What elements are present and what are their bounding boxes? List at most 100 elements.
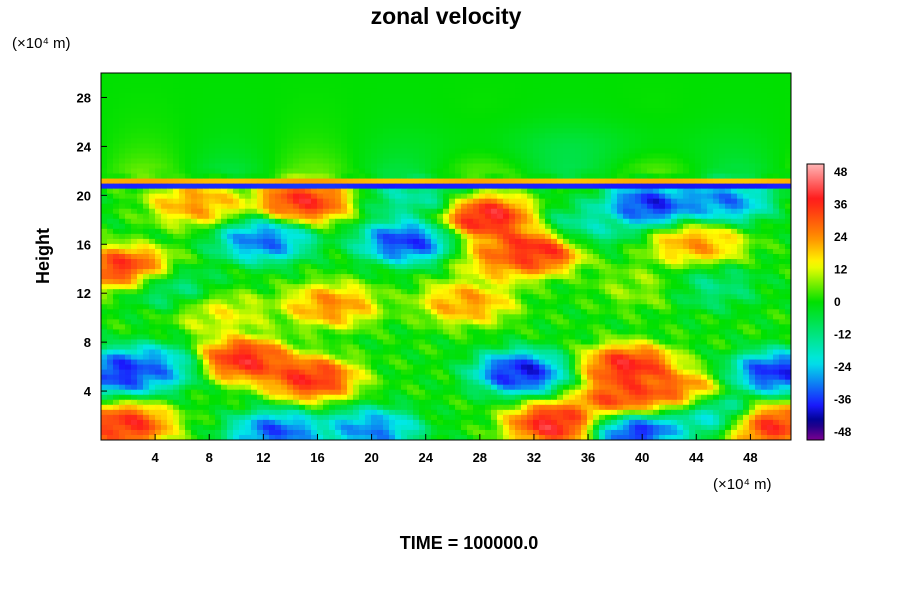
field-cell <box>695 103 702 109</box>
field-cell <box>707 233 714 240</box>
field-cell <box>335 128 342 134</box>
field-cell <box>701 93 708 99</box>
field-cell <box>335 113 342 119</box>
field-cell <box>599 208 606 215</box>
field-cell <box>341 233 348 240</box>
field-cell <box>227 98 234 104</box>
field-cell <box>533 73 540 79</box>
field-cell <box>209 253 216 260</box>
field-cell <box>173 133 180 139</box>
field-cell <box>329 248 336 255</box>
field-cell <box>461 88 468 94</box>
field-cell <box>767 173 774 180</box>
field-cell <box>593 128 600 134</box>
field-cell <box>413 183 420 190</box>
field-cell <box>689 284 696 290</box>
field-cell <box>785 88 791 94</box>
field-cell <box>137 78 144 84</box>
field-cell <box>365 228 372 235</box>
field-cell <box>641 198 648 205</box>
field-cell <box>401 78 408 84</box>
field-cell <box>683 103 690 109</box>
field-cell <box>575 178 582 185</box>
field-cell <box>617 73 624 79</box>
field-cell <box>551 279 558 285</box>
field-cell <box>503 108 510 114</box>
field-cell <box>413 103 420 109</box>
field-cell <box>509 158 516 165</box>
field-cell <box>131 183 138 190</box>
field-cell <box>449 284 456 290</box>
field-cell <box>407 279 414 285</box>
field-cell <box>569 274 576 280</box>
field-cell <box>557 153 564 160</box>
field-cell <box>737 168 744 175</box>
field-cell <box>575 138 582 144</box>
field-cell <box>113 289 120 295</box>
field-cell <box>659 188 666 195</box>
field-cell <box>485 153 492 160</box>
field-cell <box>779 248 786 255</box>
field-cell <box>401 138 408 144</box>
field-cell <box>719 269 726 275</box>
field-cell <box>611 153 618 160</box>
field-cell <box>347 143 354 150</box>
field-cell <box>617 158 624 165</box>
field-cell <box>281 208 288 215</box>
field-cell <box>497 233 504 240</box>
field-cell <box>317 238 324 245</box>
field-cell <box>719 83 726 89</box>
field-cell <box>719 193 726 200</box>
field-cell <box>707 163 714 170</box>
field-cell <box>485 143 492 150</box>
field-cell <box>719 143 726 150</box>
field-cell <box>215 93 222 99</box>
field-cell <box>155 138 162 144</box>
field-cell <box>575 133 582 139</box>
field-cell <box>587 193 594 200</box>
field-cell <box>455 253 462 260</box>
field-cell <box>683 248 690 255</box>
field-cell <box>617 198 624 205</box>
field-cell <box>503 73 510 79</box>
field-cell <box>239 213 246 220</box>
field-cell <box>101 218 108 225</box>
field-cell <box>329 284 336 290</box>
field-cell <box>149 98 156 104</box>
field-cell <box>725 223 732 230</box>
field-cell <box>347 188 354 195</box>
field-cell <box>293 73 300 79</box>
field-cell <box>473 78 480 84</box>
field-cell <box>761 88 768 94</box>
field-cell <box>287 143 294 150</box>
field-cell <box>527 123 534 129</box>
field-cell <box>257 93 264 99</box>
field-cell <box>527 193 534 200</box>
field-cell <box>215 183 222 190</box>
field-cell <box>767 143 774 150</box>
field-cell <box>473 188 480 195</box>
field-cell <box>131 188 138 195</box>
field-cell <box>557 103 564 109</box>
field-cell <box>143 148 150 155</box>
field-cell <box>539 183 546 190</box>
field-cell <box>281 173 288 180</box>
field-cell <box>521 118 528 124</box>
field-cell <box>371 243 378 250</box>
field-cell <box>785 158 791 165</box>
field-cell <box>497 93 504 99</box>
field-cell <box>533 173 540 180</box>
field-cell <box>695 223 702 230</box>
field-cell <box>437 274 444 280</box>
field-cell <box>329 188 336 195</box>
field-cell <box>257 148 264 155</box>
field-cell <box>461 213 468 220</box>
field-cell <box>383 168 390 175</box>
field-cell <box>593 163 600 170</box>
field-cell <box>761 259 768 265</box>
field-cell <box>755 279 762 285</box>
field-cell <box>611 274 618 280</box>
field-cell <box>185 279 192 285</box>
field-cell <box>203 279 210 285</box>
field-cell <box>449 233 456 240</box>
